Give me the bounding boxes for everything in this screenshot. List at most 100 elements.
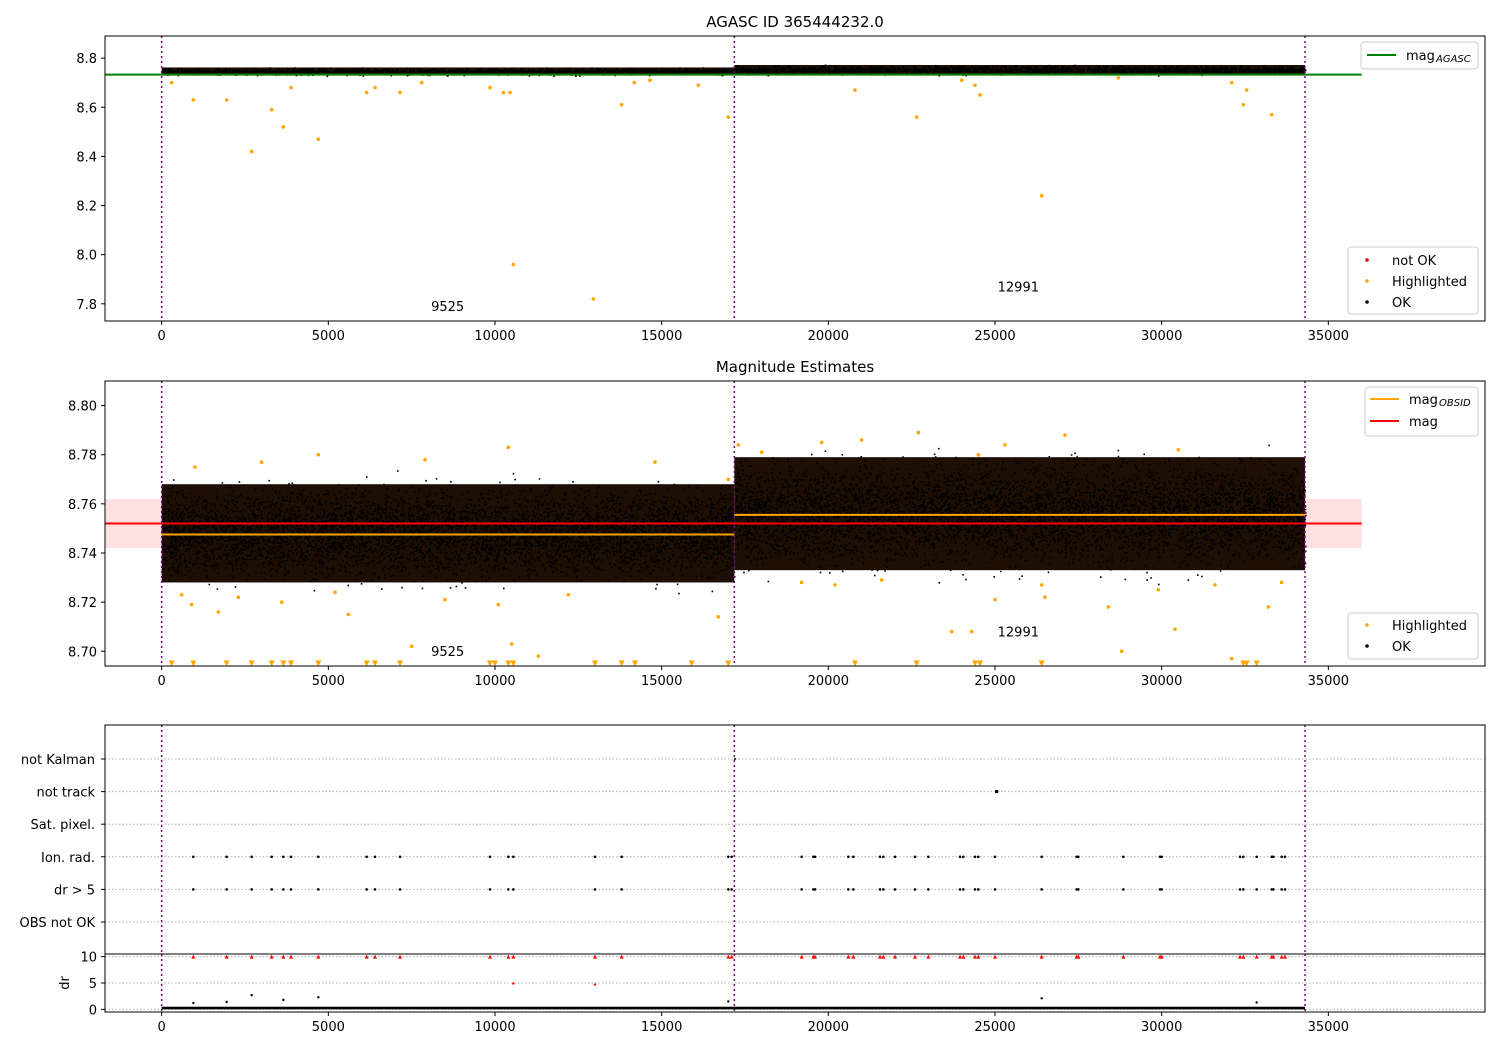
ion-rad-point xyxy=(488,855,492,859)
legend-subscript-agasc: AGASC xyxy=(1435,54,1471,65)
highlighted-point xyxy=(1156,588,1161,592)
x-tick-label: 20000 xyxy=(808,674,849,689)
highlighted-point xyxy=(169,80,174,85)
obsid-label: 12991 xyxy=(998,281,1039,296)
highlighted-point xyxy=(819,440,824,445)
dr-gt-5-point xyxy=(962,888,965,891)
highlighted-point xyxy=(488,85,492,90)
ion-rad-point xyxy=(1272,855,1275,859)
x-tick-label: 15000 xyxy=(641,674,682,689)
highlighted-point xyxy=(591,297,596,301)
ion-rad-point xyxy=(270,855,273,859)
x-tick-label: 15000 xyxy=(641,329,682,344)
dr-gt-5-point xyxy=(813,888,817,891)
dr-gt-5-point xyxy=(620,888,623,891)
highlighted-low-marker xyxy=(190,660,197,667)
highlighted-point xyxy=(191,98,196,102)
highlighted-low-marker xyxy=(913,660,920,667)
highlighted-point xyxy=(508,90,512,95)
highlighted-point xyxy=(506,445,511,450)
ion-rad-point xyxy=(1077,855,1080,859)
highlighted-point xyxy=(1043,595,1047,600)
highlighted-point xyxy=(799,580,804,585)
ion-rad-point xyxy=(882,855,885,859)
legend-bottom xyxy=(1347,246,1479,315)
ion-rad-point xyxy=(977,855,980,859)
dr-gt-5-point xyxy=(1272,888,1275,891)
highlighted-low-marker xyxy=(315,660,322,667)
not-ok-capped-marker xyxy=(729,954,734,959)
not-ok-capped-marker xyxy=(881,954,886,959)
highlighted-point xyxy=(269,107,274,112)
ok-band xyxy=(161,1006,1306,1010)
ion-rad-point xyxy=(993,855,997,859)
highlighted-point xyxy=(316,452,321,457)
legend-label: mag xyxy=(1409,393,1438,408)
not-ok-capped-marker xyxy=(799,954,804,959)
highlighted-point xyxy=(716,615,721,619)
highlighted-point xyxy=(1213,583,1217,587)
not-ok-capped-marker xyxy=(511,954,516,959)
not-ok-capped-marker xyxy=(961,954,966,959)
not-ok-capped-marker xyxy=(973,954,977,959)
dr-gt-5-point xyxy=(317,888,320,891)
axes-frame xyxy=(104,35,1486,322)
ion-rad-point xyxy=(512,855,515,859)
ion-rad-point xyxy=(1122,855,1125,859)
ok-point xyxy=(1040,997,1043,1000)
ok-point xyxy=(250,993,253,997)
highlighted-low-marker xyxy=(618,660,625,667)
highlighted-low-marker xyxy=(168,660,175,667)
not-ok-capped-marker xyxy=(269,954,274,959)
highlighted-low-marker xyxy=(852,660,858,667)
y-tick-label: 8.74 xyxy=(68,547,97,562)
ion-rad-point xyxy=(852,855,855,859)
axes-frame xyxy=(104,380,1486,667)
highlighted-point xyxy=(373,85,377,90)
highlighted-point xyxy=(193,465,197,469)
highlighted-point xyxy=(316,137,321,141)
dr-gt-5-point xyxy=(1040,888,1043,891)
highlighted-point xyxy=(959,78,964,83)
highlighted-point xyxy=(259,460,264,464)
obsid-label: 12991 xyxy=(998,626,1039,641)
dr-gt-5-point xyxy=(1238,888,1242,891)
legend-label: OK xyxy=(1392,296,1411,311)
highlighted-point xyxy=(443,597,447,602)
panel-agasc: AGASC ID 365444232.0 9525 12991 0 5000 10000 1… xyxy=(76,13,1486,344)
ion-rad-point xyxy=(282,855,285,859)
highlighted-point xyxy=(1106,605,1111,609)
highlighted-low-marker xyxy=(510,660,517,667)
highlighted-low-marker xyxy=(280,660,287,667)
ion-rad-point xyxy=(962,855,965,859)
not-ok-capped-marker xyxy=(726,954,731,959)
highlighted-low-marker xyxy=(248,660,255,667)
y-tick-label: 8.70 xyxy=(68,645,97,660)
not-ok-capped-marker xyxy=(1076,954,1081,959)
ion-rad-point xyxy=(1160,855,1163,859)
highlighted-point xyxy=(289,85,293,90)
not-ok-capped-marker xyxy=(976,954,981,959)
highlighted-point xyxy=(536,654,541,658)
highlighted-point xyxy=(1039,193,1044,198)
not-ok-capped-marker xyxy=(846,954,851,959)
ion-rad-point xyxy=(620,855,623,859)
not-ok-capped-marker xyxy=(913,954,917,959)
y-tick-label: 8.4 xyxy=(76,150,97,165)
highlighted-low-marker xyxy=(492,660,498,667)
y-tick-label: 8.80 xyxy=(68,400,97,415)
ok-point xyxy=(282,998,285,1002)
highlighted-point xyxy=(1176,447,1181,452)
not-ok-capped-marker xyxy=(224,954,229,959)
dr-gt-5-point xyxy=(727,888,730,891)
highlighted-point xyxy=(496,602,501,607)
not-track-point xyxy=(995,790,999,794)
panel-title: Magnitude Estimates xyxy=(716,358,874,376)
highlighted-point xyxy=(726,115,731,119)
not-ok-capped-marker xyxy=(958,954,962,959)
not-ok-capped-marker xyxy=(878,954,882,959)
legend-label-mag-agasc: mag xyxy=(1406,49,1435,64)
x-tick-label: 20000 xyxy=(808,329,849,344)
x-tick-label: 35000 xyxy=(1308,674,1349,689)
y-tick-label: 8.72 xyxy=(68,596,97,611)
